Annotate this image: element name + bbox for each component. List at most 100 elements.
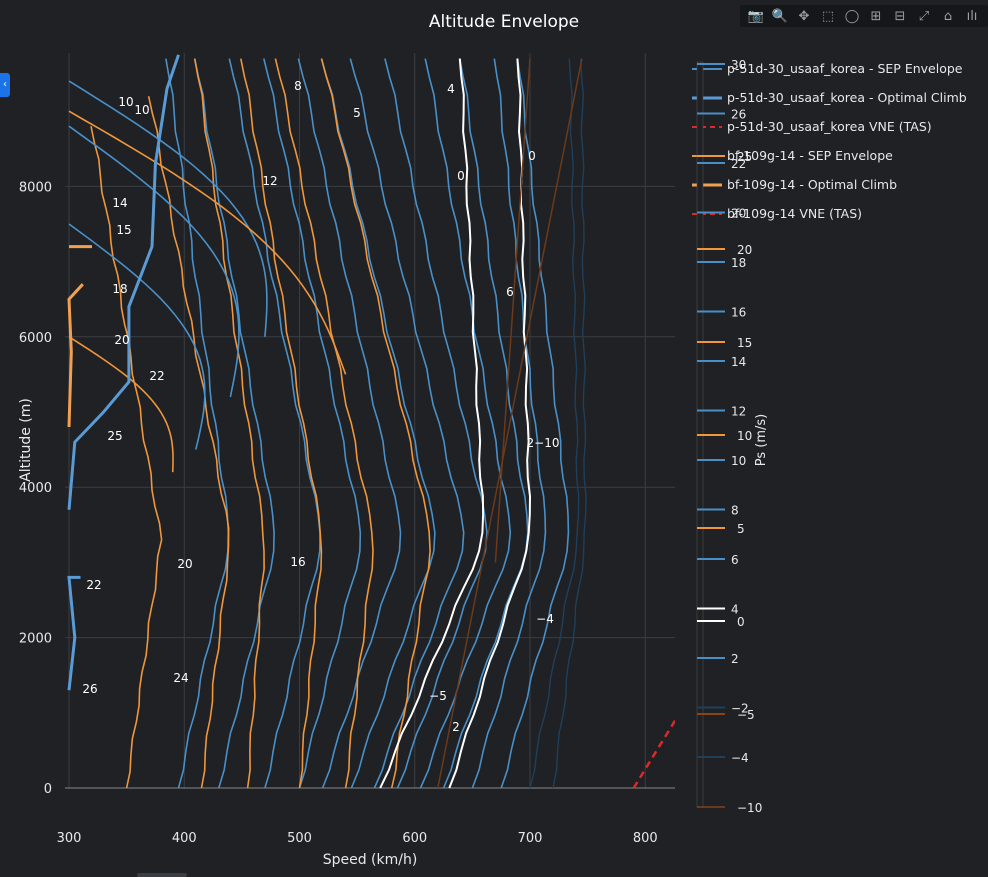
- x-tick-label: 400: [172, 831, 197, 846]
- contour-value-label: 18: [112, 282, 127, 296]
- y-tick-label: 0: [44, 782, 52, 797]
- sep-contour-orange: [193, 58, 265, 789]
- colorbar-tick-blue: 20: [731, 207, 746, 221]
- contour-value-label: 22: [149, 369, 164, 383]
- sep-contour-blue: [442, 58, 529, 789]
- legend-item-label[interactable]: p-51d-30_usaaf_korea VNE (TAS): [727, 119, 932, 134]
- contour-value-label: 24: [173, 671, 188, 685]
- x-axis-label: Speed (km/h): [323, 852, 418, 868]
- colorbar-tick-blue: 4: [731, 603, 739, 617]
- legend-item-label[interactable]: bf-109g-14 VNE (TAS): [727, 206, 862, 221]
- colorbar-tick-blue: 2: [731, 652, 739, 666]
- colorbar-tick-blue: 30: [731, 58, 746, 72]
- contour-value-label: 0: [457, 169, 465, 183]
- legend-item-label[interactable]: p-51d-30_usaaf_korea - SEP Envelope: [727, 61, 963, 76]
- optimal-climb-bf109: [67, 283, 84, 428]
- contour-value-label: 25: [107, 429, 122, 443]
- zoom-out-icon[interactable]: ⊟: [894, 8, 906, 24]
- colorbar-tick-blue: 16: [731, 306, 746, 320]
- legend-item-label[interactable]: bf-109g-14 - Optimal Climb: [727, 177, 897, 192]
- colorbar-tick-blue: 12: [731, 405, 746, 419]
- optimal-climb-p51: [67, 575, 81, 691]
- home-icon[interactable]: ⌂: [943, 8, 953, 24]
- contour-value-label: 20: [177, 557, 192, 571]
- sep-contour-blue: [228, 58, 321, 789]
- x-tick-label: 600: [402, 831, 427, 846]
- sep-contour-orange: [320, 58, 431, 789]
- contour-value-label: 22: [86, 578, 101, 592]
- sep-contour-orange: [240, 58, 323, 789]
- colorbar-tick-blue: 6: [731, 553, 739, 567]
- sep-contour-blue: [320, 58, 436, 789]
- y-tick-label: 2000: [19, 632, 52, 647]
- contour-lines: [67, 54, 675, 789]
- colorbar-tick-blue: 8: [731, 504, 739, 518]
- legend[interactable]: p-51d-30_usaaf_korea - SEP Envelope p-51d…: [692, 61, 967, 221]
- x-tick-label: 300: [57, 831, 82, 846]
- box-select-icon[interactable]: ⬚: [821, 8, 835, 24]
- sep-contour-blue: [68, 125, 240, 398]
- colorbar-tick-blue: 22: [731, 157, 746, 171]
- optimal-climb-p51: [67, 54, 180, 510]
- y-axis-label: Altitude (m): [18, 398, 34, 482]
- camera-icon[interactable]: 📷: [747, 8, 765, 24]
- sep-contour-zero: [379, 58, 485, 789]
- sep-contour-blue: [297, 58, 402, 789]
- sep-contour-orange: [90, 126, 163, 789]
- pan-icon[interactable]: ✥: [798, 8, 810, 24]
- plotly-logo-icon[interactable]: ılı: [966, 8, 978, 24]
- sep-contour-blue: [68, 223, 206, 450]
- sep-contour-darkblue: [529, 58, 580, 789]
- colorbar-tick-blue: 26: [731, 108, 746, 122]
- colorbar-tick-orange: −5: [737, 708, 755, 722]
- zoom-icon[interactable]: 🔍: [771, 8, 789, 24]
- lasso-select-icon[interactable]: ◯: [844, 8, 860, 24]
- colorbar: 3026222018161412108642−2−42520151050−5−1…: [696, 58, 769, 815]
- side-tab-toggle[interactable]: ‹: [0, 73, 10, 97]
- contour-value-label: 10: [118, 95, 133, 109]
- contour-value-label: −4: [536, 612, 554, 626]
- x-tick-label: 700: [518, 831, 543, 846]
- sep-contour-blue: [349, 58, 465, 789]
- colorbar-tick-blue: 10: [731, 454, 746, 468]
- y-tick-label: 4000: [19, 481, 52, 496]
- sep-contour-orange: [68, 110, 347, 375]
- zoom-in-icon[interactable]: ⊞: [870, 8, 882, 24]
- y-tick-label: 6000: [19, 331, 52, 346]
- legend-item-label[interactable]: p-51d-30_usaaf_korea - Optimal Climb: [727, 90, 967, 105]
- contour-value-label: 14: [112, 196, 127, 210]
- colorbar-tick-orange: 10: [737, 429, 752, 443]
- colorbar-tick-orange: 20: [737, 243, 752, 257]
- chart-title: Altitude Envelope: [428, 12, 580, 32]
- sep-contour-brown: [494, 58, 531, 563]
- x-tick-label: 500: [287, 831, 312, 846]
- autoscale-icon[interactable]: ⤢: [918, 8, 930, 24]
- contour-value-label: 15: [116, 223, 131, 237]
- colorbar-tick-blue: −2: [731, 702, 749, 716]
- contour-value-label: −5: [429, 689, 447, 703]
- colorbar-tick-orange: 5: [737, 522, 745, 536]
- legend-item-label[interactable]: bf-109g-14 - SEP Envelope: [727, 148, 893, 163]
- contour-value-label: 26: [82, 682, 97, 696]
- sep-contour-orange: [68, 336, 174, 473]
- sep-contour-blue: [384, 58, 488, 789]
- sep-contour-zero: [448, 58, 532, 789]
- contour-value-label: 0: [528, 149, 536, 163]
- contour-value-label: 20: [114, 333, 129, 347]
- contour-value-label: 6: [506, 285, 514, 299]
- contour-value-label: 10: [134, 103, 149, 117]
- colorbar-tick-orange: −10: [737, 801, 762, 815]
- sep-contour-blue: [193, 58, 275, 789]
- contour-value-label: 8: [294, 79, 302, 93]
- x-tick-label: 800: [633, 831, 658, 846]
- contour-value-label: 4: [447, 82, 455, 96]
- colorbar-tick-orange: 15: [737, 336, 752, 350]
- colorbar-tick-orange: 25: [737, 150, 752, 164]
- sep-contour-brown: [437, 58, 583, 789]
- colorbar-tick-orange: 0: [737, 615, 745, 629]
- sep-contour-orange: [274, 58, 374, 789]
- sep-contour-orange: [147, 96, 230, 789]
- scroll-handle[interactable]: [137, 873, 187, 877]
